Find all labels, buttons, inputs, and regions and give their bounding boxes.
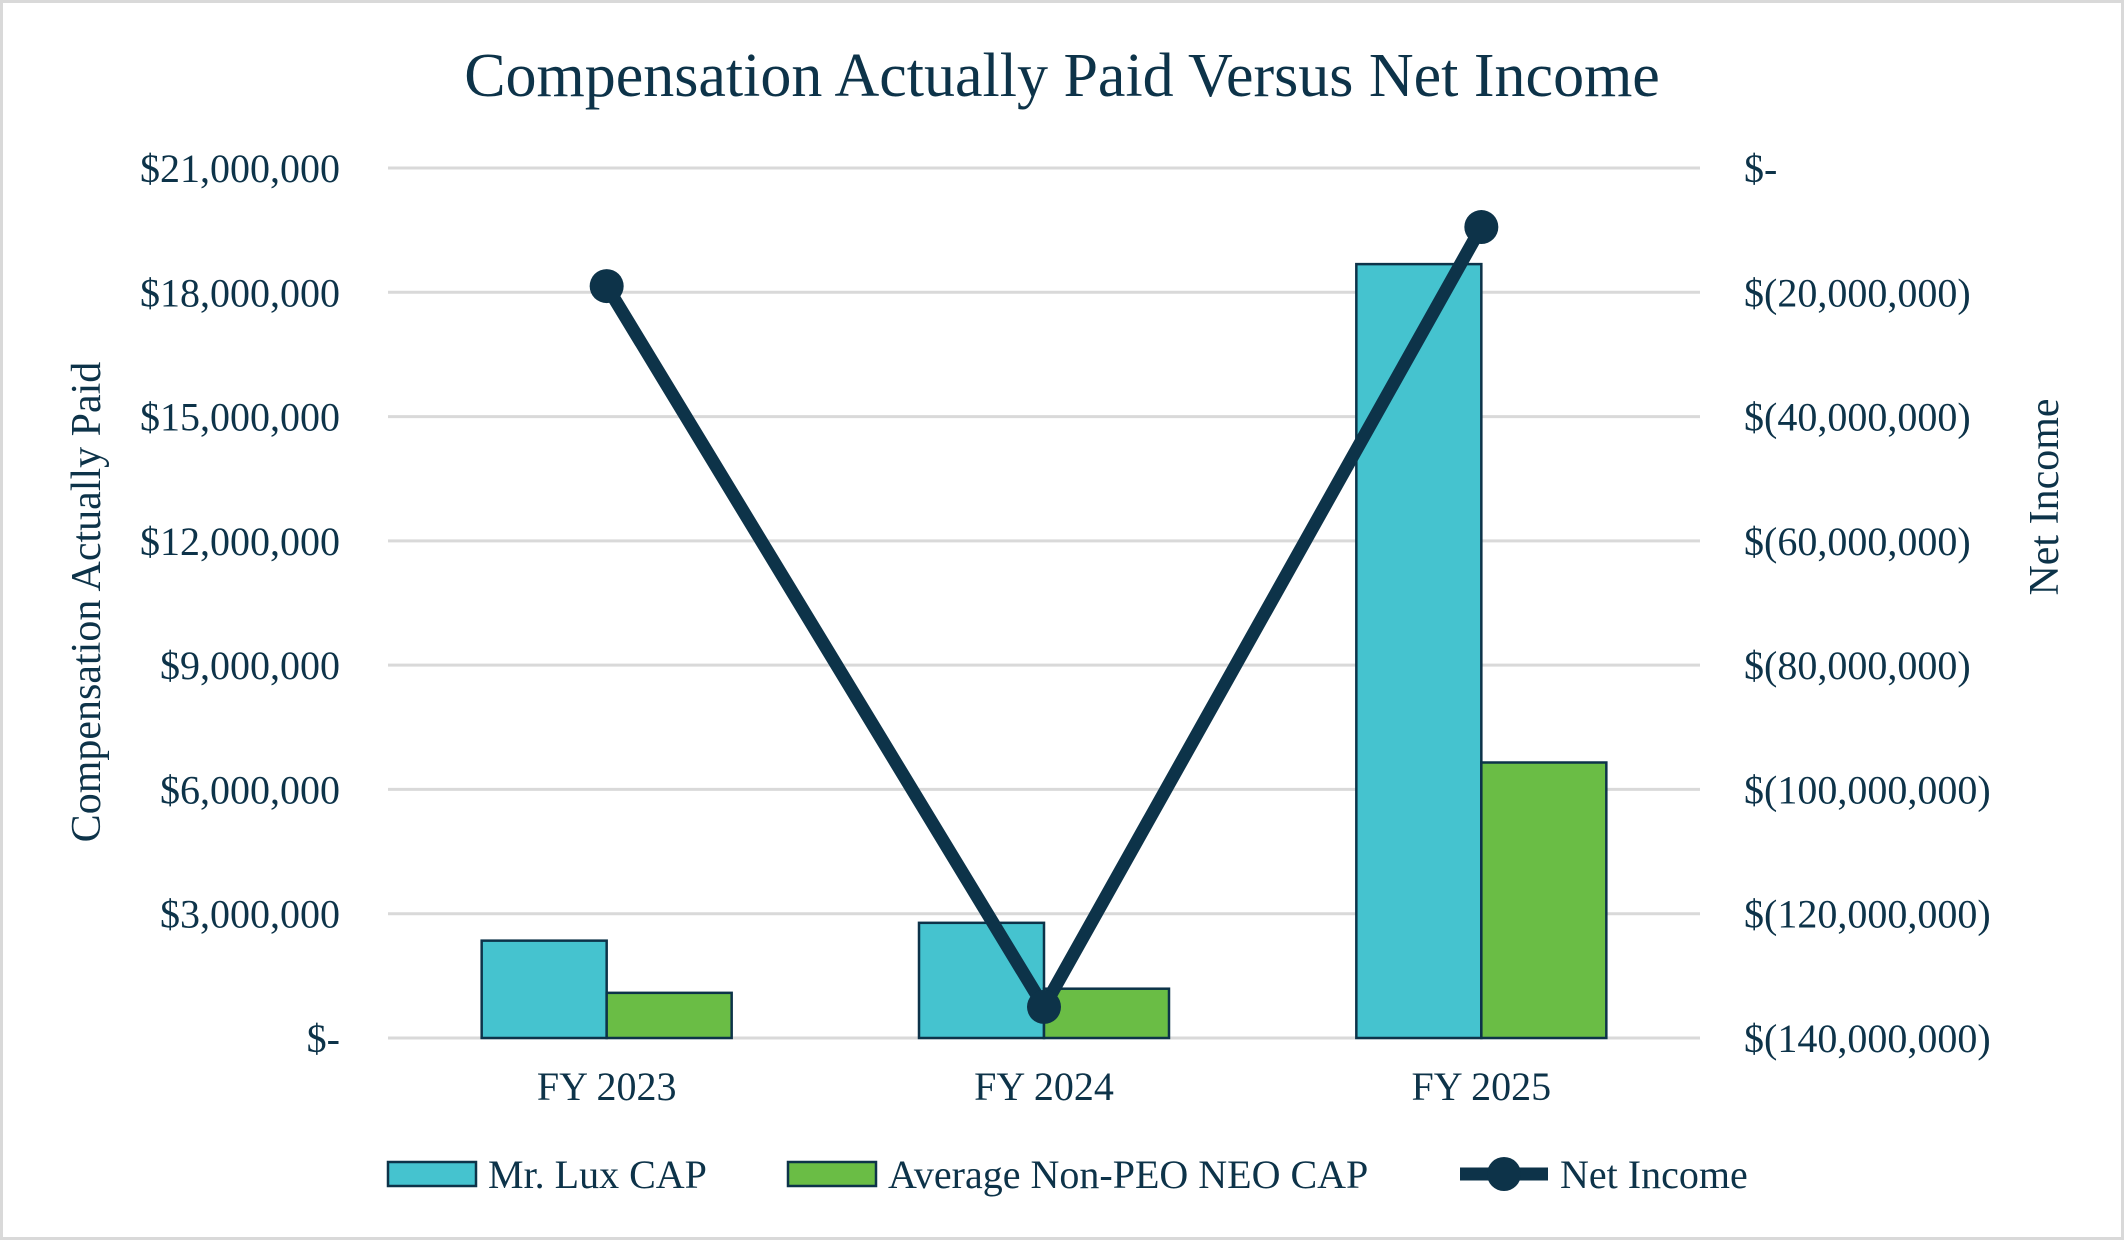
left-tick-label: $6,000,000 xyxy=(160,767,340,812)
net-income-line xyxy=(589,210,1499,1024)
category-axis-ticks: FY 2023 FY 2024 FY 2025 xyxy=(537,1064,1551,1109)
left-tick-label: $12,000,000 xyxy=(140,519,340,564)
category-label: FY 2023 xyxy=(537,1064,677,1109)
bar-average-non-peo-neo-cap xyxy=(1480,761,1608,1040)
legend-marker xyxy=(1487,1157,1521,1191)
left-tick-label: $21,000,000 xyxy=(140,146,340,191)
left-tick-label: $3,000,000 xyxy=(160,892,340,937)
bar-mr-lux-cap xyxy=(1355,262,1483,1040)
bar-average-non-peo-neo-cap xyxy=(605,991,733,1040)
net-income-point xyxy=(1464,210,1499,245)
right-tick-label: $(60,000,000) xyxy=(1744,519,1971,564)
bar-average-non-peo-neo-cap xyxy=(1042,987,1171,1040)
right-axis-title: Net Income xyxy=(2022,398,2068,595)
legend-label: Mr. Lux CAP xyxy=(488,1152,707,1197)
left-tick-label: $15,000,000 xyxy=(140,395,340,440)
legend-label: Net Income xyxy=(1560,1152,1748,1197)
left-tick-label: $- xyxy=(307,1016,340,1061)
category-label: FY 2024 xyxy=(974,1064,1114,1109)
left-tick-label: $9,000,000 xyxy=(160,643,340,688)
right-tick-label: $- xyxy=(1744,146,1777,191)
net-income-point xyxy=(589,269,624,304)
net-income-point xyxy=(1027,989,1061,1024)
right-tick-label: $(120,000,000) xyxy=(1744,892,1991,937)
right-tick-label: $(40,000,000) xyxy=(1744,395,1971,440)
legend-swatch xyxy=(386,1160,478,1188)
right-tick-label: $(80,000,000) xyxy=(1744,643,1971,688)
bars xyxy=(480,262,1608,1040)
chart-title: Compensation Actually Paid Versus Net In… xyxy=(464,42,1660,110)
legend-label: Average Non-PEO NEO CAP xyxy=(888,1152,1368,1197)
right-axis-ticks: $- $(20,000,000) $(40,000,000) $(60,000,000… xyxy=(1744,146,1991,1061)
bar-mr-lux-cap xyxy=(480,939,608,1040)
right-tick-label: $(100,000,000) xyxy=(1744,767,1991,812)
left-tick-label: $18,000,000 xyxy=(140,270,340,315)
right-tick-label: $(20,000,000) xyxy=(1744,270,1971,315)
left-axis-ticks: $- $3,000,000 $6,000,000 $9,000,000 $12,000,… xyxy=(140,146,340,1061)
net-income-series-line xyxy=(601,223,1488,1014)
left-axis-title: Compensation Actually Paid xyxy=(64,362,110,843)
legend-swatch xyxy=(786,1160,878,1188)
legend: Mr. Lux CAP Average Non-PEO NEO CAP Net In… xyxy=(386,1152,1748,1197)
right-tick-label: $(140,000,000) xyxy=(1744,1016,1991,1061)
category-label: FY 2025 xyxy=(1412,1064,1552,1109)
